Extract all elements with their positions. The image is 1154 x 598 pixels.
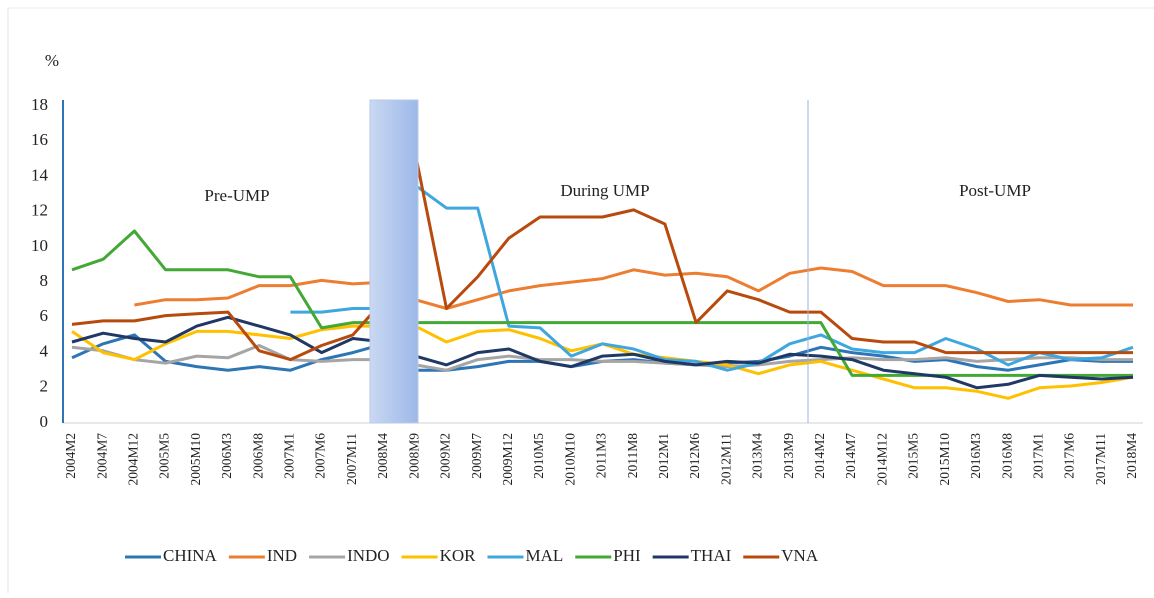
y-tick-label: 18 [31,95,48,114]
x-tick-label: 2007M6 [313,433,328,479]
x-tick-label: 2009M2 [438,433,453,479]
x-tick-label: 2015M5 [906,433,921,479]
x-tick-label: 2014M12 [874,433,889,486]
y-tick-label: 10 [31,236,48,255]
x-tick-label: 2016M8 [999,433,1014,479]
legend-label: INDO [347,546,390,565]
y-tick-label: 2 [40,377,49,396]
x-tick-label: 2017M11 [1093,433,1108,485]
x-tick-label: 2010M10 [562,433,577,486]
x-tick-label: 2014M2 [812,433,827,479]
y-tick-label: 14 [31,165,49,184]
crisis-band [369,99,419,424]
x-tick-label: 2012M11 [718,433,733,485]
x-tick-label: 2004M12 [126,433,141,486]
x-tick-label: 2005M10 [188,433,203,486]
x-tick-label: 2017M6 [1062,433,1077,479]
legend-label: CHINA [163,546,218,565]
x-tick-label: 2010M5 [531,433,546,479]
series-line [134,266,1133,310]
x-tick-label: 2017M1 [1030,433,1045,479]
series-line [290,183,1134,372]
y-tick-label: 0 [40,412,49,431]
annotation: Pre-UMP [204,186,269,205]
annotation: Post-UMP [959,181,1031,200]
legend-label: MAL [525,546,563,565]
series-line [71,152,1133,362]
series-line [71,315,1134,390]
series-line [71,344,1133,372]
x-tick-label: 2011M8 [625,433,640,479]
legend-label: THAI [691,546,732,565]
x-tick-label: 2008M9 [406,433,421,479]
x-tick-label: 2018M4 [1124,433,1139,479]
x-tick-label: 2009M7 [469,433,484,479]
x-tick-label: 2014M7 [843,433,858,479]
plot: 0 2 4 6 8 10 12 14 16 18 2004M2 2004M7 2004M12 2005M5… [31,95,1143,486]
x-tick-label: 2009M12 [500,433,515,486]
x-tick-label: 2004M7 [94,433,109,479]
x-tick-label: 2004M2 [63,433,78,479]
x-tick-label: 2013M9 [781,433,796,479]
x-tick-label: 2007M1 [282,433,297,479]
y-tick-label: 4 [40,341,49,360]
annotation: During UMP [560,181,649,200]
legend-label: VNA [781,546,819,565]
y-tick-label: 8 [40,271,49,290]
legend-label: KOR [440,546,477,565]
y-tick-label: 12 [31,201,48,220]
x-tick-label: 2007M11 [344,433,359,485]
legend-label: IND [267,546,297,565]
legend-label: PHI [613,546,641,565]
y-axis-label: % [45,51,59,70]
x-tick-label: 2006M3 [219,433,234,479]
x-tick-label: 2005M5 [157,433,172,479]
x-tick-label: 2016M3 [968,433,983,479]
y-tick-label: 6 [40,306,49,325]
legend: CHINA IND INDO KOR MAL PHI THAI VNA [125,546,819,565]
y-tick-label: 16 [31,130,48,149]
x-tick-label: 2013M4 [750,433,765,479]
x-tick-label: 2015M10 [937,433,952,486]
x-tick-label: 2012M6 [687,433,702,479]
series-line [71,229,1133,377]
x-tick-label: 2006M8 [250,433,265,479]
x-tick-label: 2012M1 [656,433,671,479]
x-tick-label: 2008M4 [375,433,390,479]
x-tick-label: 2011M3 [594,433,609,479]
